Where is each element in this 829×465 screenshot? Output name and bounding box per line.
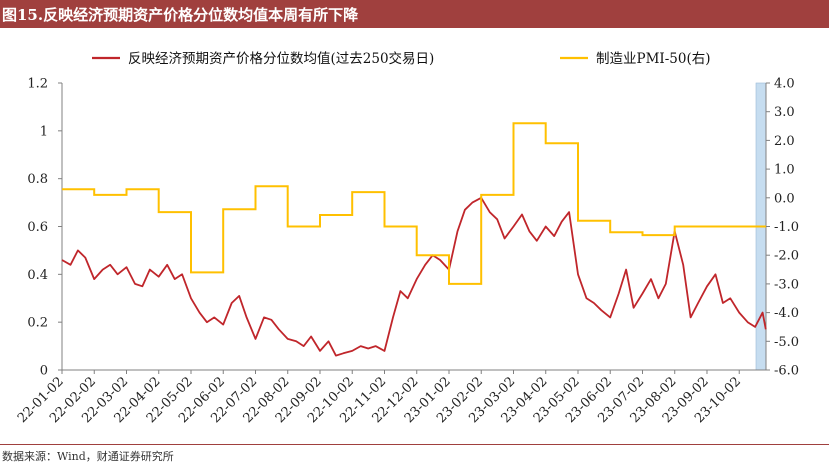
- legend-label: 反映经济预期资产价格分位数均值(过去250交易日): [128, 50, 434, 67]
- source-note: 数据来源：Wind，财通证券研究所: [2, 450, 174, 463]
- right-tick-label: -6.0: [774, 364, 799, 379]
- right-tick-label: -3.0: [774, 277, 799, 292]
- right-tick-label: 2.0: [774, 134, 795, 149]
- left-tick-label: 0.8: [27, 172, 48, 187]
- footer-rule: [0, 444, 829, 445]
- right-tick-label: -1.0: [774, 220, 799, 235]
- left-tick-label: 1.2: [27, 77, 48, 92]
- legend-label: 制造业PMI-50(右): [596, 51, 711, 67]
- left-tick-label: 0.4: [27, 268, 48, 283]
- chart-axes: 0 0.2 0.4 0.6 0.8 1 1.2 -6.0 -5.0 -4.0 -3.0 -2.0 -1.…: [15, 77, 799, 427]
- left-tick-label: 1: [40, 124, 48, 139]
- line-chart: 反映经济预期资产价格分位数均值(过去250交易日) 制造业PMI-50(右) 00…: [15, 50, 799, 427]
- series-line-pmi: [62, 122, 766, 285]
- right-tick-label: 1.0: [774, 163, 795, 178]
- right-tick-label: 3.0: [774, 105, 795, 120]
- right-tick-label: -5.0: [774, 335, 799, 350]
- figure-title-bar: 图15.反映经济预期资产价格分位数均值本周有所下降: [0, 0, 829, 28]
- right-tick-label: -2.0: [774, 249, 799, 264]
- left-tick-label: 0.6: [27, 220, 48, 235]
- chart-legend: 反映经济预期资产价格分位数均值(过去250交易日) 制造业PMI-50(右): [92, 50, 711, 67]
- chart-series: [61, 122, 767, 357]
- series-line-asset-quantile: [61, 196, 767, 357]
- right-tick-label: 4.0: [774, 77, 795, 92]
- figure-title: 图15.反映经济预期资产价格分位数均值本周有所下降: [2, 6, 359, 24]
- left-tick-label: 0.2: [27, 316, 48, 331]
- right-tick-label: -4.0: [774, 306, 799, 321]
- left-tick-label: 0: [40, 364, 48, 379]
- right-tick-label: 0.0: [774, 191, 795, 206]
